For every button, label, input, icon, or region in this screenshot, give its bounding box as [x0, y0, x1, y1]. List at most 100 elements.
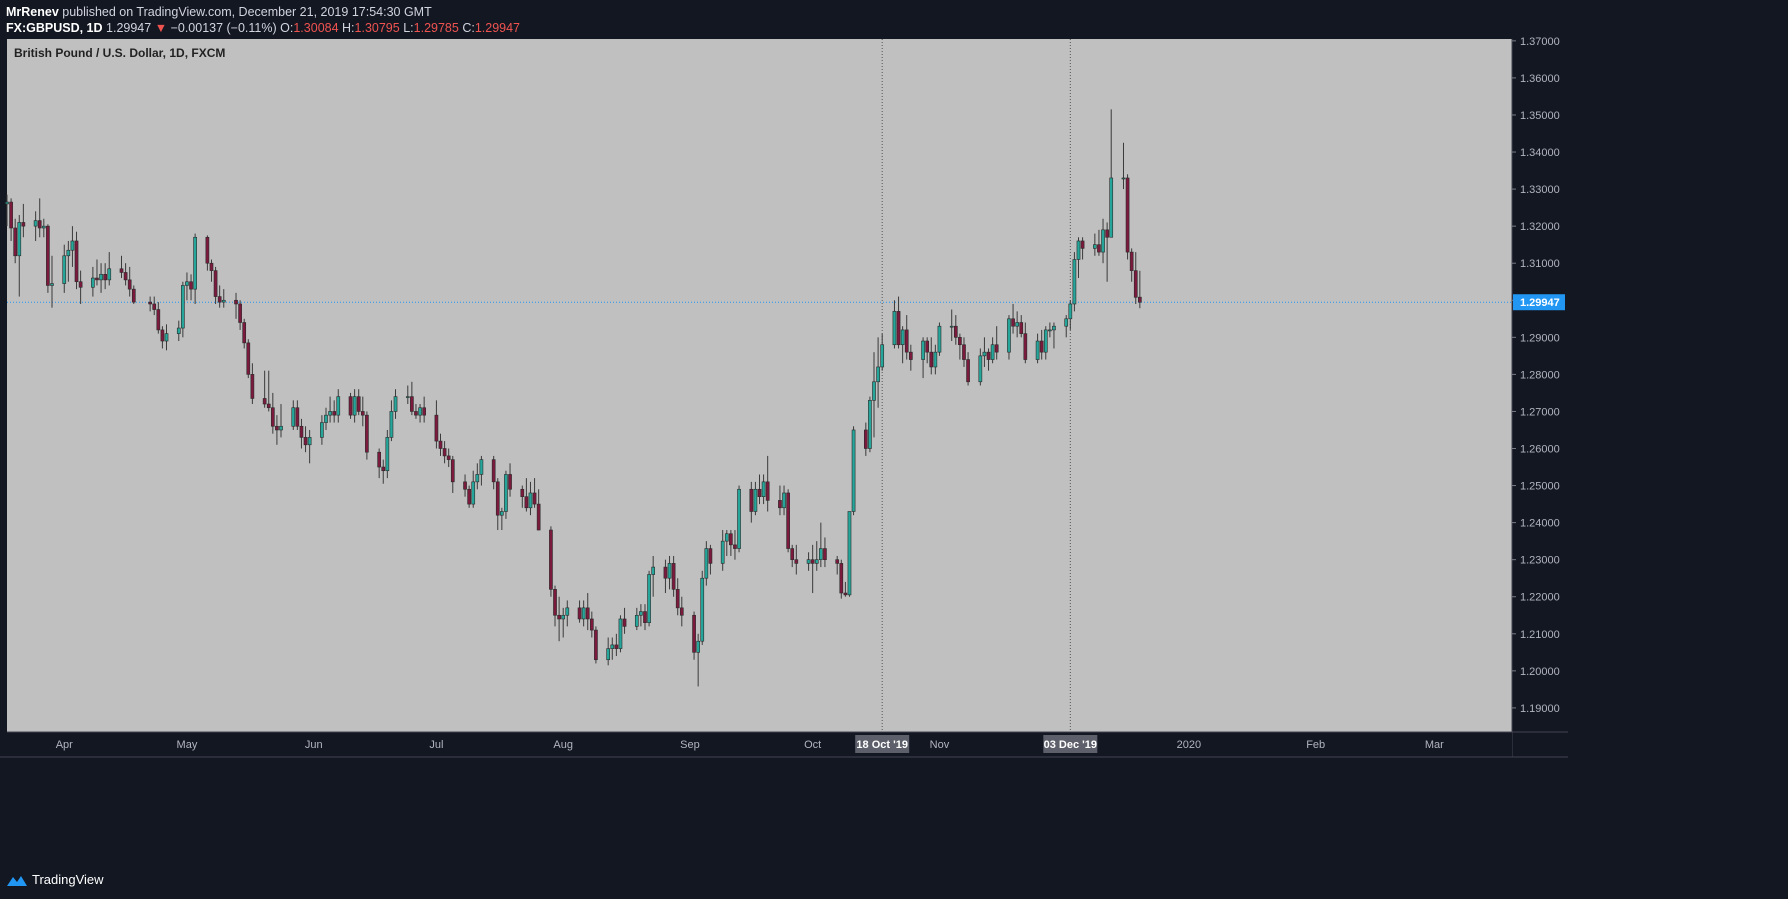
candle-up	[471, 481, 476, 505]
candle-up	[634, 614, 639, 627]
candle-down	[360, 411, 365, 416]
candle-down	[410, 396, 414, 412]
candle-down	[524, 496, 529, 509]
candle-up	[606, 648, 611, 661]
candle-up	[561, 614, 566, 620]
candle-down	[532, 492, 537, 505]
open-value: 1.30084	[293, 21, 339, 35]
vertical-marker-label: 18 Oct '19	[856, 739, 908, 751]
candle-down	[1125, 177, 1130, 253]
candle-down	[1023, 333, 1028, 360]
candle-down	[622, 618, 627, 627]
candle-down	[422, 407, 426, 416]
candle-down	[242, 322, 247, 344]
candle-down	[37, 220, 42, 229]
last-price-label: 1.29947	[1520, 297, 1560, 309]
plot-background[interactable]	[7, 39, 1512, 732]
candle-down	[962, 344, 966, 360]
candle-up	[1043, 329, 1048, 353]
candle-down	[958, 337, 962, 346]
candle-up	[851, 429, 856, 512]
price-tick-label: 1.22000	[1520, 592, 1560, 604]
candle-up	[872, 381, 876, 401]
candle-down	[679, 607, 684, 616]
candle-down	[643, 611, 647, 623]
candle-up	[324, 414, 328, 423]
candle-down	[148, 301, 152, 305]
candle-up	[185, 281, 189, 286]
candle-up	[1064, 318, 1069, 327]
candle-down	[365, 414, 369, 453]
candle-down	[1011, 318, 1015, 327]
candle-down	[152, 303, 157, 310]
candle-up	[389, 411, 394, 438]
open-label: O:	[280, 21, 294, 35]
candle-down	[1133, 270, 1138, 298]
candle-up	[291, 407, 296, 427]
candle-down	[839, 563, 844, 594]
symbol[interactable]: FX:GBPUSD, 1D	[6, 21, 103, 35]
close-value: 1.29947	[474, 21, 520, 35]
candle-up	[17, 222, 22, 257]
candle-up	[352, 396, 357, 416]
candle-down	[986, 351, 991, 360]
candle-up	[565, 607, 570, 616]
time-axis[interactable]	[7, 732, 1512, 757]
price-tick-label: 1.27000	[1520, 406, 1560, 418]
candle-down	[994, 344, 999, 353]
candle-down	[356, 396, 361, 412]
publisher-name[interactable]: MrRenev	[6, 5, 59, 19]
candle-up	[1101, 229, 1105, 253]
candle-up	[70, 240, 75, 251]
candle-up	[1121, 177, 1126, 180]
candle-up	[720, 540, 725, 564]
candle-up	[5, 201, 9, 205]
candle-down	[463, 481, 467, 490]
candle-up	[393, 396, 398, 412]
candle-up	[328, 411, 332, 416]
candle-up	[62, 255, 67, 284]
price-tick-label: 1.33000	[1520, 184, 1560, 196]
candle-down	[908, 351, 913, 360]
candle-down	[434, 414, 439, 442]
price-tick-label: 1.35000	[1520, 110, 1560, 122]
candle-up	[737, 488, 741, 549]
candle-up	[33, 220, 38, 227]
candle-down	[303, 437, 308, 446]
candle-up	[900, 329, 905, 346]
candle-down	[266, 403, 271, 409]
candle-down	[74, 240, 79, 283]
candle-down	[299, 425, 304, 438]
candle-up	[479, 459, 484, 475]
candle-down	[217, 296, 222, 303]
price-tick-label: 1.32000	[1520, 221, 1560, 233]
candle-down	[953, 325, 958, 338]
candle-down	[262, 398, 267, 405]
candle-up	[610, 644, 615, 649]
candle-down	[295, 407, 300, 427]
time-tick-label: 2020	[1177, 739, 1201, 751]
vertical-marker-label-bg	[855, 735, 910, 753]
candle-down	[925, 340, 930, 353]
candle-up	[868, 400, 872, 449]
price-change: −0.00137 (−0.11%)	[170, 21, 277, 35]
candle-down	[1080, 240, 1085, 249]
candle-down	[508, 474, 512, 490]
candle-up	[761, 481, 766, 497]
tradingview-branding[interactable]: TradingView	[6, 872, 104, 887]
candle-up	[193, 236, 197, 290]
low-label: L:	[403, 21, 414, 35]
time-tick-label: Nov	[930, 739, 950, 751]
candle-up	[405, 396, 410, 398]
candle-up	[937, 325, 942, 353]
candle-down	[929, 351, 934, 368]
candle-up	[847, 511, 852, 596]
price-tick-label: 1.26000	[1520, 444, 1560, 456]
candle-down	[156, 309, 161, 331]
high-label: H:	[342, 21, 355, 35]
candle-down	[675, 589, 680, 609]
candle-up	[385, 437, 390, 472]
candle-down	[495, 481, 500, 516]
price-axis[interactable]	[1512, 39, 1568, 732]
